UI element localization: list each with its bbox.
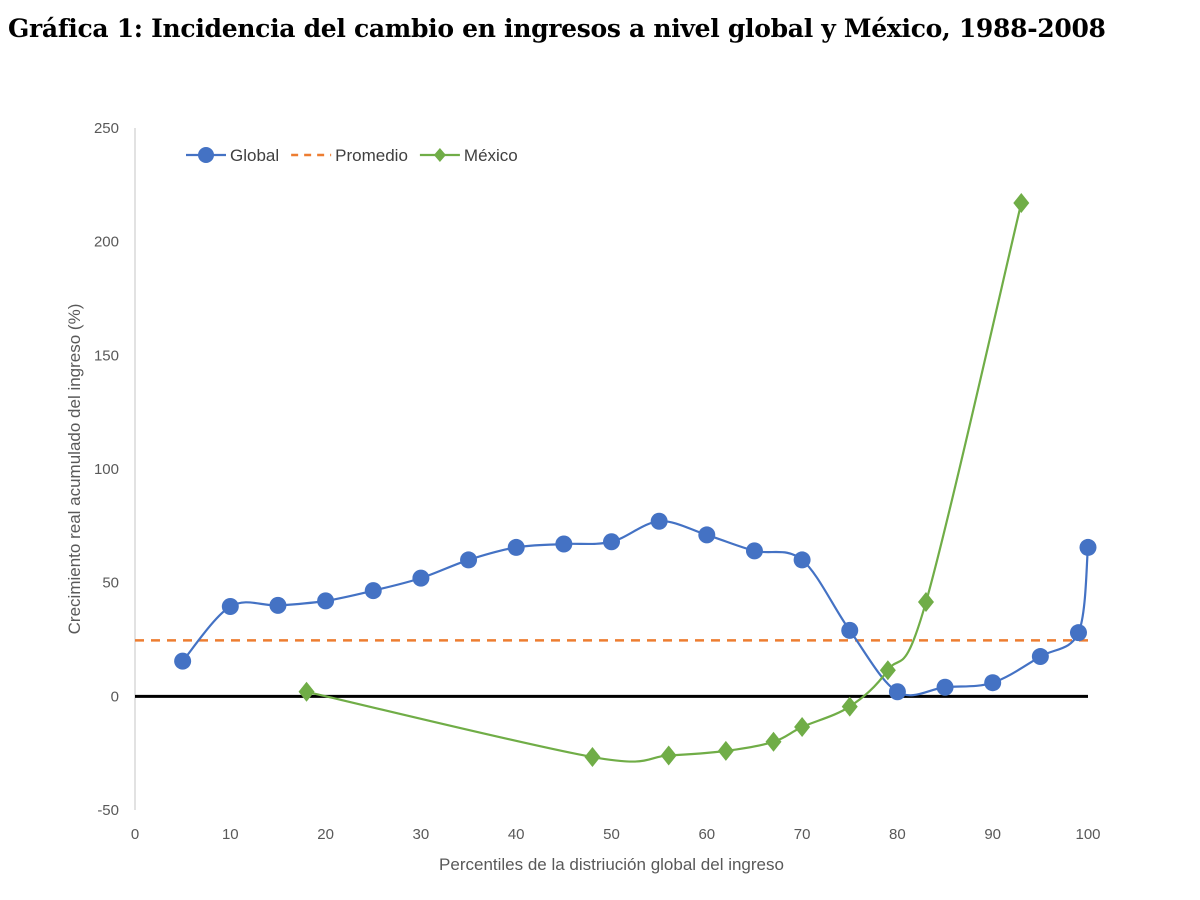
mexico-point [298, 681, 315, 702]
series-mexico-line [306, 202, 1023, 763]
mexico-point [917, 591, 934, 612]
legend-global-marker [198, 147, 214, 163]
y-tick-label: 100 [94, 461, 119, 478]
legend-global-label: Global [230, 146, 279, 165]
legend-mexico-label: México [464, 146, 518, 165]
global-point [507, 538, 525, 556]
y-tick-label: 0 [111, 688, 119, 705]
global-point [745, 542, 763, 560]
mexico-point [584, 747, 601, 768]
mexico-point [1013, 193, 1030, 214]
global-point [1079, 538, 1097, 556]
global-point [650, 512, 668, 530]
y-tick-label: 250 [94, 120, 119, 137]
legend-promedio-label: Promedio [335, 146, 408, 165]
global-point [841, 621, 859, 639]
global-point [317, 592, 335, 610]
mexico-point [879, 660, 896, 681]
global-point [936, 678, 954, 696]
global-point [984, 674, 1002, 692]
y-tick-label: 200 [94, 234, 119, 251]
global-point [1031, 648, 1049, 666]
legend-mexico-marker [433, 148, 446, 162]
y-axis-label: Crecimiento real acumulado del ingreso (… [65, 304, 84, 635]
global-point [1069, 624, 1087, 642]
global-point [603, 533, 620, 551]
x-tick-label: 80 [889, 826, 906, 843]
x-tick-label: 40 [508, 826, 525, 843]
global-point [364, 582, 382, 600]
mexico-point [660, 745, 677, 766]
mexico-point [841, 696, 858, 717]
global-point [555, 535, 573, 553]
global-point [174, 652, 192, 670]
global-point [412, 569, 430, 587]
x-tick-label: 100 [1075, 826, 1100, 843]
y-tick-label: 50 [102, 575, 119, 592]
global-point [698, 526, 716, 544]
mexico-point [717, 740, 734, 761]
x-tick-label: 60 [698, 826, 715, 843]
x-tick-label: 20 [317, 826, 334, 843]
chart-title: Gráfica 1: Incidencia del cambio en ingr… [8, 14, 1106, 43]
mexico-point [794, 717, 811, 738]
global-point [269, 596, 287, 614]
y-tick-label: 150 [94, 347, 119, 364]
x-tick-label: 10 [222, 826, 239, 843]
x-axis-label: Percentiles de la distriución global del… [439, 855, 784, 874]
global-point [888, 683, 906, 701]
x-tick-label: 90 [984, 826, 1001, 843]
global-point [793, 551, 811, 569]
mexico-point [765, 731, 782, 752]
global-point [460, 551, 478, 569]
x-tick-label: 50 [603, 826, 620, 843]
x-tick-label: 0 [131, 826, 139, 843]
y-tick-label: -50 [97, 802, 119, 819]
global-point [221, 598, 239, 616]
x-tick-label: 30 [413, 826, 430, 843]
x-tick-label: 70 [794, 826, 811, 843]
series-global-line [181, 520, 1090, 697]
